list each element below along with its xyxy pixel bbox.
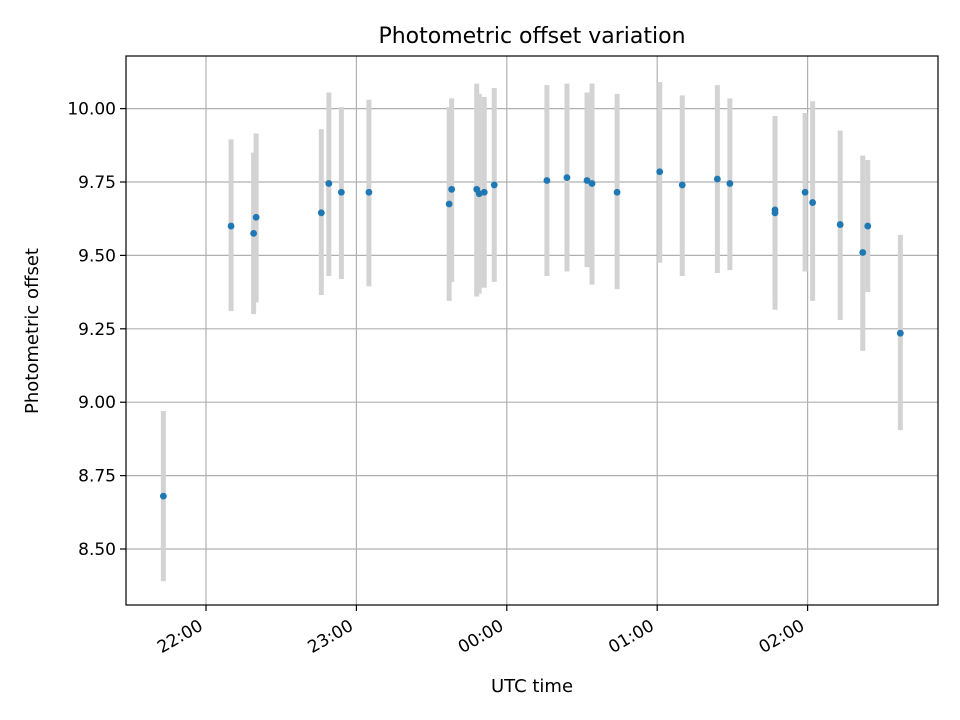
- data-point: [445, 200, 453, 208]
- y-tick-label: 9.00: [78, 393, 116, 413]
- data-points: [159, 168, 904, 500]
- data-point: [656, 168, 664, 176]
- data-point: [365, 188, 373, 196]
- data-point: [480, 188, 488, 196]
- data-point: [543, 177, 551, 184]
- data-point: [317, 209, 325, 217]
- y-axis-ticks: 8.50 8.75 9.00 9.25 9.50 9.75 10.00: [67, 100, 126, 560]
- data-point: [588, 180, 596, 187]
- data-point: [801, 188, 809, 196]
- data-point: [252, 213, 260, 221]
- data-point: [490, 181, 498, 189]
- data-point: [836, 221, 844, 228]
- data-point: [159, 492, 167, 500]
- plot-frame: [125, 55, 939, 606]
- data-point: [583, 177, 591, 184]
- y-axis-label: Photometric offset: [22, 248, 43, 414]
- data-point: [227, 222, 235, 230]
- data-point: [864, 222, 872, 230]
- y-tick-label: 9.75: [78, 173, 116, 193]
- y-tick-label: 9.50: [78, 246, 116, 266]
- data-point: [859, 249, 867, 256]
- data-point: [337, 188, 345, 196]
- y-tick-label: 10.00: [67, 100, 116, 120]
- data-point: [250, 229, 258, 237]
- data-point: [563, 174, 571, 181]
- y-tick-label: 9.25: [78, 320, 116, 340]
- x-axis-label: UTC time: [491, 676, 573, 697]
- chart-title: Photometric offset variation: [378, 24, 685, 49]
- data-point: [809, 199, 817, 206]
- data-point: [325, 180, 333, 187]
- data-point: [448, 185, 456, 193]
- data-point: [726, 180, 734, 187]
- data-point: [713, 175, 721, 183]
- y-tick-label: 8.75: [78, 467, 116, 487]
- y-tick-label: 8.50: [78, 540, 116, 560]
- data-point: [771, 206, 779, 214]
- data-point: [678, 181, 686, 189]
- data-point: [613, 188, 621, 196]
- data-point: [896, 329, 904, 337]
